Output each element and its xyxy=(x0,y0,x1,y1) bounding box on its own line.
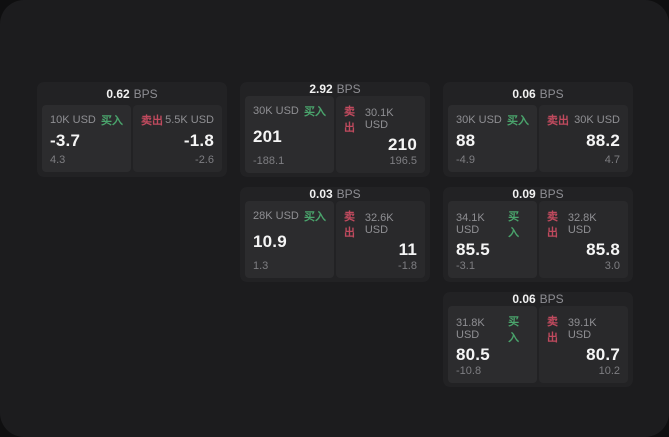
bps-unit-label: BPS xyxy=(539,292,564,306)
bps-value: 0.06 xyxy=(512,86,536,101)
sell-side-label: 卖出 xyxy=(547,115,569,127)
sell-delta: 10.2 xyxy=(598,365,620,377)
buy-price: 10.9 xyxy=(253,232,287,251)
quote-card-3: 0.03 BPS 28K USD 买入 10.9 1.3 卖出 32.6K US… xyxy=(240,187,430,282)
buy-panel[interactable]: 10K USD 买入 -3.7 4.3 xyxy=(42,105,131,172)
buy-sell-panels: 30K USD 买入 88 -4.9 卖出 30K USD 88.2 4.7 xyxy=(443,105,633,177)
sell-side-label: 卖出 xyxy=(344,211,355,239)
buy-side-label: 买入 xyxy=(101,115,123,127)
buy-sell-panels: 30K USD 买入 201 -188.1 卖出 30.1K USD 210 1… xyxy=(240,96,430,178)
buy-sell-panels: 34.1K USD 买入 85.5 -3.1 卖出 32.8K USD 85.8… xyxy=(443,201,633,283)
buy-panel[interactable]: 30K USD 买入 201 -188.1 xyxy=(245,96,334,173)
buy-side-label: 买入 xyxy=(507,115,529,127)
bps-unit-label: BPS xyxy=(336,187,361,201)
sell-panel[interactable]: 卖出 30.1K USD 210 196.5 xyxy=(336,96,425,173)
sell-panel[interactable]: 卖出 5.5K USD -1.8 -2.6 xyxy=(133,105,222,172)
buy-side-label: 买入 xyxy=(304,106,326,118)
card-header: 0.09 BPS xyxy=(443,187,633,201)
buy-delta: 1.3 xyxy=(253,260,269,272)
buy-delta: -3.1 xyxy=(456,260,475,272)
buy-price: -3.7 xyxy=(50,131,81,150)
card-header: 0.06 BPS xyxy=(443,82,633,105)
quote-card-5: 0.06 BPS 31.8K USD 买入 80.5 -10.8 卖出 39.1… xyxy=(443,292,633,387)
sell-price: 88.2 xyxy=(586,131,620,150)
card-header: 0.62 BPS xyxy=(37,82,227,105)
quote-card-2: 0.06 BPS 30K USD 买入 88 -4.9 卖出 30K USD xyxy=(443,82,633,177)
sell-side-label: 卖出 xyxy=(141,115,163,127)
buy-delta: 4.3 xyxy=(50,154,66,166)
buy-size: 34.1K USD xyxy=(456,212,485,236)
buy-price: 80.5 xyxy=(456,345,490,364)
buy-size: 28K USD xyxy=(253,210,299,222)
bps-value: 2.92 xyxy=(309,82,333,96)
buy-size: 31.8K USD xyxy=(456,317,485,341)
sell-size: 5.5K USD xyxy=(165,114,214,126)
sell-panel[interactable]: 卖出 32.8K USD 85.8 3.0 xyxy=(539,201,628,278)
sell-panel[interactable]: 卖出 39.1K USD 80.7 10.2 xyxy=(539,306,628,383)
buy-price: 85.5 xyxy=(456,240,490,259)
buy-sell-panels: 10K USD 买入 -3.7 4.3 卖出 5.5K USD -1.8 -2.… xyxy=(37,105,227,177)
bps-unit-label: BPS xyxy=(133,86,158,101)
buy-size: 30K USD xyxy=(253,105,299,117)
sell-size: 32.6K USD xyxy=(364,212,394,236)
sell-delta: 3.0 xyxy=(604,260,620,272)
buy-panel[interactable]: 28K USD 买入 10.9 1.3 xyxy=(245,201,334,278)
buy-size: 10K USD xyxy=(50,114,96,126)
sell-size: 39.1K USD xyxy=(567,317,597,341)
sell-delta: -1.8 xyxy=(398,260,417,272)
bps-value: 0.03 xyxy=(309,187,333,201)
bps-unit-label: BPS xyxy=(539,86,564,101)
buy-delta: -188.1 xyxy=(253,155,285,167)
sell-side-label: 卖出 xyxy=(547,211,558,239)
buy-size: 30K USD xyxy=(456,114,502,126)
sell-delta: 196.5 xyxy=(389,155,417,167)
sell-delta: -2.6 xyxy=(195,154,214,166)
bps-value: 0.06 xyxy=(512,292,536,306)
buy-price: 88 xyxy=(456,131,476,150)
sell-size: 30K USD xyxy=(574,114,620,126)
bps-unit-label: BPS xyxy=(336,82,361,96)
sell-side-label: 卖出 xyxy=(344,106,355,134)
bps-value: 0.09 xyxy=(512,187,536,201)
sell-price: 85.8 xyxy=(586,240,620,259)
sell-price: 11 xyxy=(398,240,417,259)
sell-delta: 4.7 xyxy=(604,154,620,166)
sell-size: 32.8K USD xyxy=(567,212,597,236)
quote-card-1: 2.92 BPS 30K USD 买入 201 -188.1 卖出 30.1K … xyxy=(240,82,430,177)
card-header: 0.03 BPS xyxy=(240,187,430,201)
quote-card-0: 0.62 BPS 10K USD 买入 -3.7 4.3 卖出 5.5K USD xyxy=(37,82,227,177)
bps-value: 0.62 xyxy=(106,86,130,101)
quote-card-4: 0.09 BPS 34.1K USD 买入 85.5 -3.1 卖出 32.8K… xyxy=(443,187,633,282)
buy-panel[interactable]: 31.8K USD 买入 80.5 -10.8 xyxy=(448,306,537,383)
buy-side-label: 买入 xyxy=(508,211,520,239)
buy-price: 201 xyxy=(253,127,282,146)
buy-panel[interactable]: 34.1K USD 买入 85.5 -3.1 xyxy=(448,201,537,278)
buy-delta: -4.9 xyxy=(456,154,475,166)
buy-delta: -10.8 xyxy=(456,365,482,377)
buy-side-label: 买入 xyxy=(508,316,520,344)
sell-side-label: 卖出 xyxy=(547,316,558,344)
sell-panel[interactable]: 卖出 32.6K USD 11 -1.8 xyxy=(336,201,425,278)
sell-price: 80.7 xyxy=(586,345,620,364)
card-header: 2.92 BPS xyxy=(240,82,430,96)
buy-panel[interactable]: 30K USD 买入 88 -4.9 xyxy=(448,105,537,172)
sell-price: -1.8 xyxy=(183,131,214,150)
sell-size: 30.1K USD xyxy=(364,107,394,131)
buy-sell-panels: 31.8K USD 买入 80.5 -10.8 卖出 39.1K USD 80.… xyxy=(443,306,633,388)
bps-unit-label: BPS xyxy=(539,187,564,201)
sell-panel[interactable]: 卖出 30K USD 88.2 4.7 xyxy=(539,105,628,172)
buy-sell-panels: 28K USD 买入 10.9 1.3 卖出 32.6K USD 11 -1.8 xyxy=(240,201,430,283)
sell-price: 210 xyxy=(388,135,417,154)
buy-side-label: 买入 xyxy=(304,211,326,223)
quote-cards-grid: 0.62 BPS 10K USD 买入 -3.7 4.3 卖出 5.5K USD xyxy=(37,82,633,387)
card-header: 0.06 BPS xyxy=(443,292,633,306)
